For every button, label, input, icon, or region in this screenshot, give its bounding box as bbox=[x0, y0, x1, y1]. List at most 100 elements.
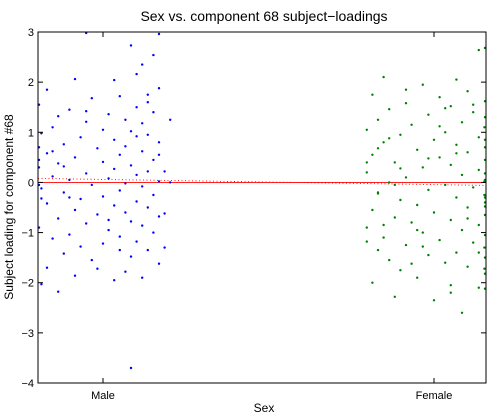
data-point bbox=[141, 63, 144, 66]
data-point bbox=[438, 156, 441, 159]
data-point bbox=[118, 95, 122, 98]
data-point bbox=[410, 123, 413, 127]
data-point bbox=[169, 118, 172, 122]
data-point bbox=[79, 245, 82, 248]
data-point bbox=[45, 266, 49, 269]
data-point bbox=[449, 163, 452, 167]
data-point bbox=[483, 126, 486, 129]
data-point bbox=[460, 121, 464, 124]
data-point bbox=[152, 193, 155, 197]
data-point bbox=[85, 110, 88, 113]
data-point bbox=[96, 267, 99, 270]
data-point bbox=[152, 53, 155, 57]
data-point bbox=[157, 180, 161, 183]
data-point bbox=[416, 228, 419, 232]
data-point bbox=[113, 204, 116, 207]
data-point bbox=[135, 72, 138, 76]
data-point bbox=[399, 198, 402, 202]
data-point bbox=[421, 231, 424, 234]
data-point bbox=[169, 181, 172, 184]
data-point bbox=[393, 295, 396, 298]
data-point bbox=[107, 228, 110, 232]
data-point bbox=[438, 125, 441, 128]
data-point bbox=[376, 248, 380, 252]
data-point bbox=[460, 173, 464, 177]
data-point bbox=[376, 192, 380, 195]
data-point bbox=[483, 193, 486, 197]
data-point bbox=[432, 299, 436, 302]
data-point bbox=[118, 235, 122, 238]
data-point bbox=[455, 78, 458, 81]
data-point bbox=[427, 253, 430, 257]
data-point bbox=[382, 236, 385, 239]
data-point bbox=[62, 191, 65, 194]
data-point bbox=[163, 212, 166, 215]
data-point bbox=[376, 147, 380, 150]
data-point bbox=[113, 167, 116, 171]
data-point bbox=[51, 126, 54, 129]
data-point bbox=[141, 276, 144, 279]
data-point bbox=[432, 211, 436, 214]
data-point bbox=[449, 218, 452, 222]
data-point bbox=[466, 265, 469, 268]
series-female bbox=[365, 46, 487, 314]
data-point bbox=[444, 183, 447, 187]
data-point bbox=[146, 133, 149, 136]
data-point bbox=[365, 240, 368, 243]
y-tick-label: −4 bbox=[21, 378, 34, 390]
data-point bbox=[107, 218, 110, 222]
data-point bbox=[79, 136, 82, 139]
data-point bbox=[141, 122, 144, 125]
data-point bbox=[421, 166, 424, 169]
data-point bbox=[51, 150, 54, 153]
data-point bbox=[124, 118, 127, 122]
data-point bbox=[129, 164, 133, 167]
data-point bbox=[79, 197, 82, 201]
data-point bbox=[393, 161, 396, 164]
data-point bbox=[427, 157, 430, 160]
data-point bbox=[393, 183, 396, 187]
data-point bbox=[146, 248, 149, 252]
data-point bbox=[388, 181, 391, 184]
data-point bbox=[472, 241, 475, 244]
data-point bbox=[68, 178, 71, 182]
data-point bbox=[365, 171, 368, 174]
data-point bbox=[444, 107, 447, 110]
data-point bbox=[146, 206, 149, 209]
data-point bbox=[101, 128, 105, 131]
data-point bbox=[96, 213, 99, 216]
data-point bbox=[57, 115, 60, 118]
data-point bbox=[472, 186, 475, 189]
data-point bbox=[146, 93, 149, 96]
data-point bbox=[113, 279, 116, 282]
data-point bbox=[85, 172, 88, 175]
data-point bbox=[438, 238, 441, 242]
data-point bbox=[73, 156, 77, 159]
data-point bbox=[90, 258, 94, 262]
data-point bbox=[45, 88, 49, 91]
data-point bbox=[416, 276, 419, 279]
data-point bbox=[365, 226, 368, 229]
data-point bbox=[141, 224, 144, 227]
data-point bbox=[40, 187, 43, 190]
data-point bbox=[124, 182, 127, 185]
y-tick-label: 0 bbox=[28, 177, 34, 189]
data-point bbox=[152, 231, 155, 234]
data-point bbox=[388, 108, 391, 111]
data-point bbox=[96, 147, 99, 150]
data-point bbox=[393, 216, 396, 219]
data-point bbox=[68, 108, 71, 111]
data-point bbox=[135, 173, 138, 177]
data-point bbox=[460, 311, 464, 314]
data-point bbox=[107, 113, 110, 116]
x-axis-label: Sex bbox=[254, 401, 275, 415]
data-point bbox=[157, 215, 161, 218]
data-point bbox=[62, 252, 65, 255]
data-point bbox=[62, 143, 65, 146]
data-point bbox=[118, 189, 122, 192]
data-point bbox=[90, 183, 94, 187]
data-point bbox=[477, 223, 480, 227]
x-tick-label: Male bbox=[91, 390, 115, 402]
data-point bbox=[113, 78, 116, 82]
